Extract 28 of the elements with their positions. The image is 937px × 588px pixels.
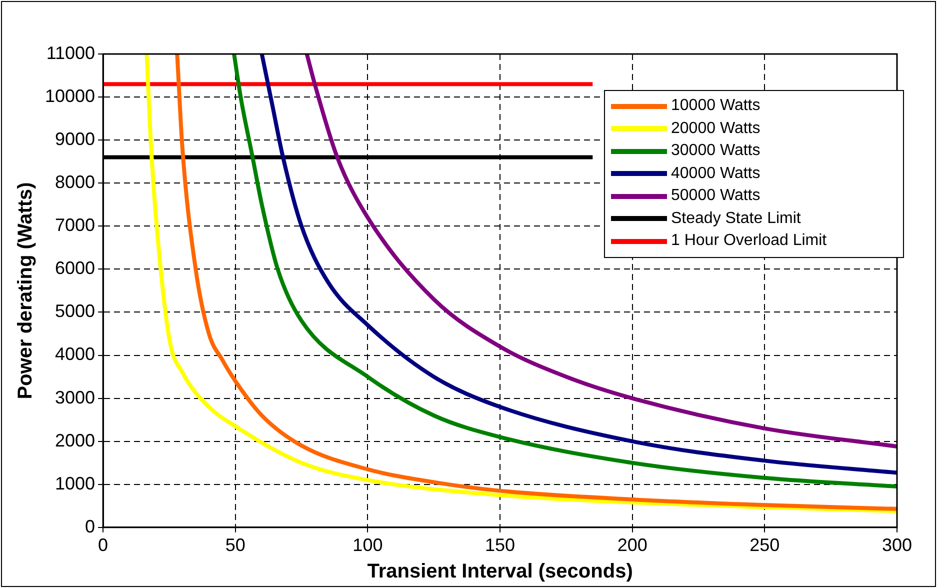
x-axis-title: Transient Interval (seconds) <box>367 560 633 583</box>
x-tick-label: 150 <box>485 535 516 556</box>
y-tick-label: 11000 <box>46 42 96 63</box>
legend-label: Steady State Limit <box>671 208 801 228</box>
legend-label: 10000 Watts <box>671 96 760 116</box>
y-tick-label: 0 <box>85 516 96 536</box>
y-tick-label: 5000 <box>55 301 96 322</box>
x-tick-label: 200 <box>617 535 648 556</box>
y-tick-label: 3000 <box>55 387 96 408</box>
legend-label: 40000 Watts <box>671 164 760 184</box>
y-tick-label: 1000 <box>55 473 96 494</box>
y-tick-label: 2000 <box>55 430 96 450</box>
legend-label: 50000 Watts <box>671 186 760 206</box>
y-axis-title: Power derating (Watts) <box>14 182 37 400</box>
legend-label: 1 Hour Overload Limit <box>671 231 827 251</box>
y-tick-label: 6000 <box>55 258 96 278</box>
x-tick-label: 250 <box>750 535 780 556</box>
x-tick-label: 100 <box>352 535 383 556</box>
y-tick-label: 8000 <box>55 172 96 192</box>
y-tick-label: 4000 <box>55 344 96 364</box>
legend-label: 20000 Watts <box>671 118 760 138</box>
x-tick-label: 0 <box>98 535 108 556</box>
x-tick-label: 300 <box>882 535 912 556</box>
y-tick-label: 9000 <box>55 129 96 150</box>
x-tick-label: 50 <box>225 535 246 556</box>
y-tick-label: 10000 <box>44 86 96 106</box>
y-tick-label: 7000 <box>55 215 96 236</box>
legend-label: 30000 Watts <box>671 141 760 161</box>
